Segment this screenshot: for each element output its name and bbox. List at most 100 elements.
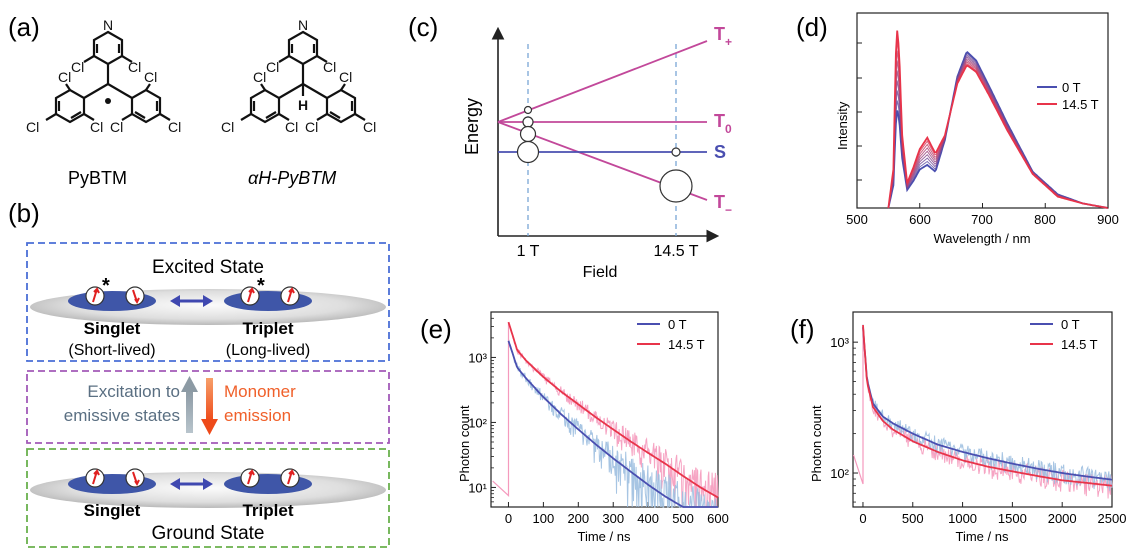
fit-line-14t bbox=[862, 325, 1113, 487]
y-tick-label: 10³ bbox=[468, 350, 487, 365]
x-tick-label: 100 bbox=[533, 511, 555, 526]
chart-d-yticks bbox=[857, 42, 862, 181]
panel-c-label: (c) bbox=[408, 12, 438, 42]
legend-label-14t: 14.5 T bbox=[1062, 97, 1099, 112]
atom-label: Cl bbox=[128, 59, 141, 75]
spin-icon bbox=[240, 468, 260, 488]
spin-icon bbox=[85, 286, 105, 306]
panel-d-label: (d) bbox=[796, 12, 828, 42]
x-tick-label: 0 bbox=[859, 511, 866, 526]
x-tick-label: 600 bbox=[707, 511, 729, 526]
x-tick-label: 1000 bbox=[948, 511, 977, 526]
series-line-intermediate bbox=[887, 50, 1109, 209]
energy-axis-label: Energy bbox=[462, 98, 482, 155]
excited-star: * bbox=[257, 275, 265, 297]
population-circle bbox=[523, 105, 533, 115]
chart-d-plot bbox=[856, 30, 1109, 209]
fit-line-0t bbox=[862, 327, 1113, 481]
molecule-pybtm bbox=[45, 30, 171, 124]
molecule-ah-pybtm bbox=[240, 30, 366, 124]
atom-label: Cl bbox=[168, 119, 181, 135]
chart-f-plot bbox=[852, 324, 1113, 499]
chart-e-xlabel: Time / ns bbox=[578, 529, 631, 544]
chart-e-ylabel: Photon count bbox=[457, 405, 472, 482]
excited-state-title: Excited State bbox=[152, 257, 264, 278]
panel-b: (b) Excited State * * Singlet Triplet (S… bbox=[8, 198, 390, 548]
atom-label: Cl bbox=[90, 119, 103, 135]
ground-singlet-label: Singlet bbox=[84, 501, 141, 520]
atom-label: Cl bbox=[285, 119, 298, 135]
tick-label: 600 bbox=[909, 212, 931, 227]
emission-line1: Monomer bbox=[224, 382, 296, 401]
x-tick-label: 400 bbox=[637, 511, 659, 526]
population-circle bbox=[671, 147, 681, 157]
legend-label-0t: 0 T bbox=[668, 317, 687, 332]
panel-e: (e) Photon count 0 100 200 300 400 500 600 10¹ 1… bbox=[420, 311, 729, 544]
spin-icon bbox=[125, 468, 145, 488]
x-tick-label: 2500 bbox=[1098, 511, 1127, 526]
excited-star: * bbox=[102, 275, 110, 297]
atom-label: Cl bbox=[71, 59, 84, 75]
atom-label: Cl bbox=[339, 69, 352, 85]
atom-label: Cl bbox=[58, 69, 71, 85]
chart-d-xticks: 500 600 700 800 900 bbox=[846, 212, 1119, 227]
atom-label: Cl bbox=[26, 119, 39, 135]
y-tick-label: 10³ bbox=[830, 335, 849, 350]
tick-label: 500 bbox=[846, 212, 868, 227]
atom-label: Cl bbox=[144, 69, 157, 85]
panel-f: (f) Photon count 0 500 1000 1500 2000 2500 10²… bbox=[790, 311, 1127, 544]
legend-label-0t: 0 T bbox=[1062, 80, 1081, 95]
short-lived-label: (Short-lived) bbox=[68, 342, 155, 359]
x-tick-label: 2000 bbox=[1048, 511, 1077, 526]
x-tick-label: 1500 bbox=[998, 511, 1027, 526]
transitions-box bbox=[26, 370, 390, 444]
irf-spike bbox=[492, 322, 510, 497]
series-line-14t bbox=[887, 30, 1109, 209]
tick-label: 700 bbox=[971, 212, 993, 227]
chart-e-legend: 0 T 14.5 T bbox=[637, 317, 705, 352]
atom-label: Cl bbox=[221, 119, 234, 135]
atom-label: N bbox=[298, 17, 308, 33]
emission-line2: emission bbox=[224, 406, 291, 425]
spin-icon bbox=[280, 286, 300, 306]
chart-d-xlabel: Wavelength / nm bbox=[933, 231, 1030, 246]
panel-a-label: (a) bbox=[8, 12, 40, 42]
molecule-name-pybtm: PyBTM bbox=[68, 168, 127, 188]
atom-label: N bbox=[103, 17, 113, 33]
x-tick-label: 200 bbox=[567, 511, 589, 526]
atom-label: Cl bbox=[363, 119, 376, 135]
panel-f-label: (f) bbox=[790, 314, 815, 344]
atom-label: Cl bbox=[110, 119, 123, 135]
excited-singlet-label: Singlet bbox=[84, 319, 141, 338]
tick-14t: 14.5 T bbox=[653, 243, 698, 260]
panel-d: (d) Intensity 500 600 700 800 900 Wavele… bbox=[796, 12, 1119, 246]
atom-label: Cl bbox=[323, 59, 336, 75]
raw-trace-14t bbox=[862, 328, 1113, 499]
t-plus-label: T+ bbox=[714, 24, 732, 49]
x-tick-label: 500 bbox=[902, 511, 924, 526]
chart-e-frame bbox=[490, 311, 719, 508]
series-line-intermediate bbox=[887, 53, 1109, 209]
ground-triplet-label: Triplet bbox=[242, 501, 293, 520]
excited-triplet-label: Triplet bbox=[242, 319, 293, 338]
tick-1t: 1 T bbox=[517, 243, 540, 260]
population-circle bbox=[519, 125, 537, 143]
tick-label: 800 bbox=[1034, 212, 1056, 227]
fit-line-0t bbox=[507, 340, 718, 508]
radical-dot bbox=[105, 98, 111, 104]
t-zero-label: T0 bbox=[714, 111, 732, 136]
legend-label-0t: 0 T bbox=[1061, 317, 1080, 332]
population-circle bbox=[522, 116, 534, 128]
s-label: S bbox=[714, 142, 726, 162]
y-tick-label: 10¹ bbox=[468, 480, 487, 495]
series-line-intermediate bbox=[887, 54, 1109, 209]
t-minus-label: T− bbox=[714, 192, 732, 217]
molecule-name-ah-pybtm: αH-PyBTM bbox=[248, 168, 336, 188]
irf-spike bbox=[852, 325, 864, 485]
excitation-arrow bbox=[181, 376, 198, 433]
atom-label: Cl bbox=[305, 119, 318, 135]
double-arrow-ground bbox=[170, 478, 213, 490]
chart-f-frame bbox=[852, 311, 1113, 508]
atom-label: Cl bbox=[253, 69, 266, 85]
chart-f-ylabel: Photon count bbox=[809, 405, 824, 482]
